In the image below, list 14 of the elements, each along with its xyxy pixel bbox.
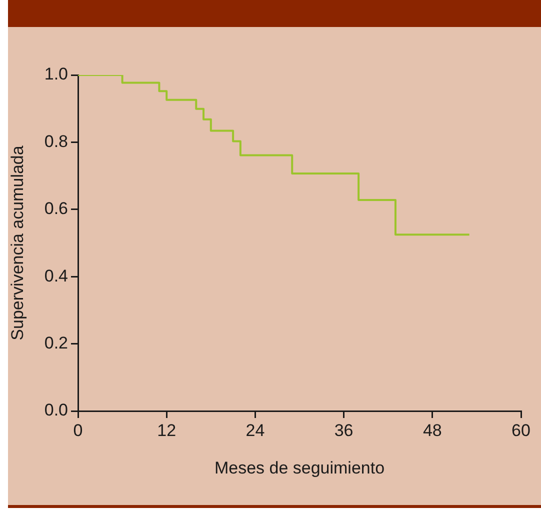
x-tick-label: 12 [157,420,176,440]
x-axis-title: Meses de seguimiento [214,458,385,478]
y-tick-label: 0.6 [44,199,68,218]
y-tick-label: 0.4 [44,266,68,286]
y-axis-title: Supervivencia acumulada [8,145,27,340]
y-tick-label: 0.8 [44,132,68,151]
x-tick-label: 24 [246,420,265,440]
x-tick-label: 0 [73,420,83,440]
x-tick-label: 48 [422,420,442,440]
x-tick-label: 60 [512,420,530,440]
x-tick-label: 36 [334,420,354,440]
y-tick-label: 1.0 [44,64,68,84]
y-tick-label: 0.2 [44,333,68,352]
y-tick-label: 0.0 [44,400,68,420]
